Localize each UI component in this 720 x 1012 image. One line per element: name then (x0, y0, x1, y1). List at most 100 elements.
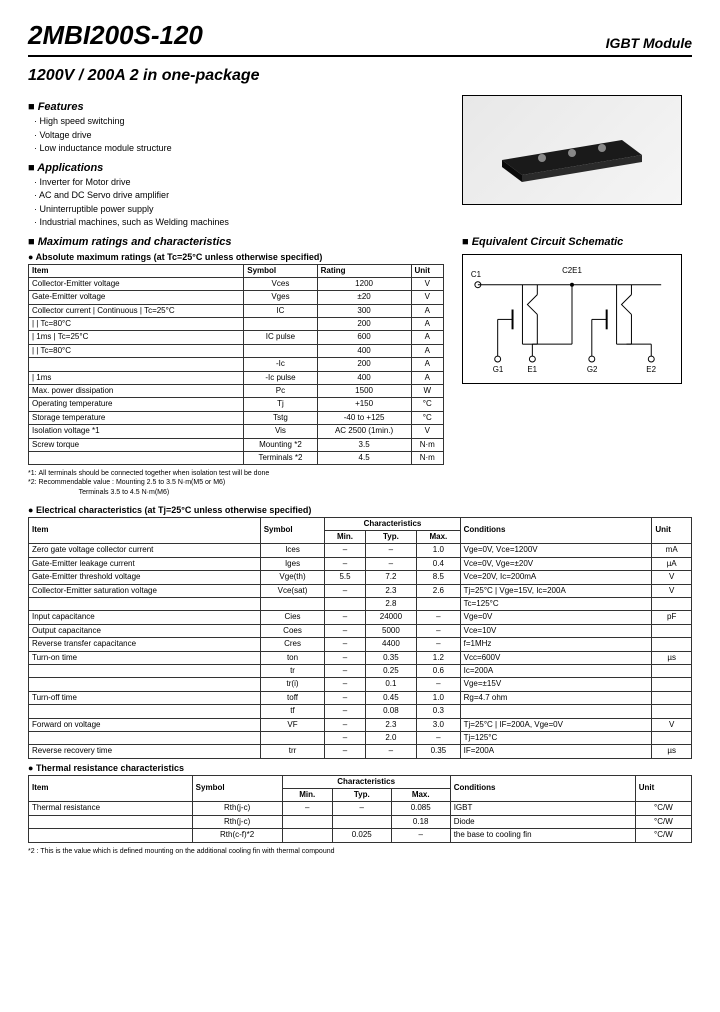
cell (29, 705, 261, 718)
cell: 1.0 (417, 544, 461, 557)
table-row: Gate-Emitter leakage currentIges––0.4Vce… (29, 557, 692, 570)
cell (652, 624, 692, 637)
cell: – (365, 745, 416, 758)
cell: V (411, 277, 443, 290)
cell: V (411, 425, 443, 438)
feature-item: Voltage drive (34, 129, 444, 143)
table-row: Gate-Emitter threshold voltageVge(th)5.5… (29, 571, 692, 584)
schematic-header: Equivalent Circuit Schematic (462, 236, 692, 248)
table-row: Input capacitanceCies–24000–Vge=0VpF (29, 611, 692, 624)
table-row: tr(i)–0.1–Vge=±15V (29, 678, 692, 691)
table-row: Rth(c-f)*20.025–the base to cooling fin°… (29, 829, 692, 842)
cell: Mounting *2 (244, 438, 317, 451)
svg-text:C1: C1 (471, 269, 482, 278)
cell: 2.3 (365, 718, 416, 731)
table-row: | | Tc=80°C200A (29, 318, 444, 331)
cell: Tc=125°C (460, 597, 652, 610)
cell: Vis (244, 425, 317, 438)
cell: Pc (244, 385, 317, 398)
cell: Cies (260, 611, 325, 624)
app-item: Inverter for Motor drive (34, 176, 444, 190)
cell: ton (260, 651, 325, 664)
cell: 400 (317, 371, 411, 384)
col-header: Max. (417, 531, 461, 544)
cell: IC pulse (244, 331, 317, 344)
cell: – (365, 544, 416, 557)
col-header: Symbol (244, 264, 317, 277)
cell: 4.5 (317, 451, 411, 464)
cell: A (411, 318, 443, 331)
cell: N·m (411, 438, 443, 451)
cell (29, 597, 261, 610)
cell: 0.25 (365, 664, 416, 677)
cell: – (325, 718, 365, 731)
table-row: Forward on voltageVF–2.33.0Tj=25°C | IF=… (29, 718, 692, 731)
cell: °C/W (635, 815, 691, 828)
cell (29, 451, 244, 464)
cell: 7.2 (365, 571, 416, 584)
cell: Ic=200A (460, 664, 652, 677)
cell: Reverse transfer capacitance (29, 638, 261, 651)
cell: – (282, 802, 332, 815)
cell: 5.5 (325, 571, 365, 584)
table-row: Zero gate voltage collector currentIces–… (29, 544, 692, 557)
elec-char-table: ItemSymbolCharacteristicsConditionsUnitM… (28, 517, 692, 759)
cell: toff (260, 691, 325, 704)
cell: Iges (260, 557, 325, 570)
col-header: Min. (325, 531, 365, 544)
cell: A (411, 304, 443, 317)
cell: 1.2 (417, 651, 461, 664)
cell: V (652, 584, 692, 597)
module-type: IGBT Module (606, 35, 692, 51)
cell: µA (652, 557, 692, 570)
cell: µs (652, 651, 692, 664)
cell: 0.08 (365, 705, 416, 718)
cell: 0.6 (417, 664, 461, 677)
cell: IC (244, 304, 317, 317)
cell: 0.18 (391, 815, 450, 828)
cell: Diode (450, 815, 635, 828)
cell: AC 2500 (1min.) (317, 425, 411, 438)
cell: Zero gate voltage collector current (29, 544, 261, 557)
cell: VF (260, 718, 325, 731)
thermal-table: ItemSymbolCharacteristicsConditionsUnitM… (28, 775, 692, 843)
col-header: Symbol (192, 775, 282, 802)
cell: 0.35 (417, 745, 461, 758)
table-row: Rth(j-c)0.18Diode°C/W (29, 815, 692, 828)
product-image (462, 95, 682, 205)
table-row: Terminals *24.5N·m (29, 451, 444, 464)
cell: -40 to +125 (317, 411, 411, 424)
footnote-2: *2 : This is the value which is defined … (28, 847, 692, 856)
cell: Vcc=600V (460, 651, 652, 664)
app-item: Industrial machines, such as Welding mac… (34, 216, 444, 230)
cell: Screw torque (29, 438, 244, 451)
cell: Coes (260, 624, 325, 637)
cell (325, 597, 365, 610)
table-row: Output capacitanceCoes–5000–Vce=10V (29, 624, 692, 637)
col-header: Rating (317, 264, 411, 277)
cell: °C (411, 398, 443, 411)
cell (244, 344, 317, 357)
app-item: Uninterruptible power supply (34, 203, 444, 217)
table-row: Reverse recovery timetrr––0.35IF=200Aµs (29, 745, 692, 758)
cell: Vge=0V (460, 611, 652, 624)
cell: – (391, 829, 450, 842)
cell: Vge=±15V (460, 678, 652, 691)
cell: Vce=10V (460, 624, 652, 637)
cell: Operating temperature (29, 398, 244, 411)
cell: Vce(sat) (260, 584, 325, 597)
table-row: Turn-on timeton–0.351.2Vcc=600Vµs (29, 651, 692, 664)
col-header: Min. (282, 789, 332, 802)
cell: Rth(c-f)*2 (192, 829, 282, 842)
cell: -Ic pulse (244, 371, 317, 384)
cell: -Ic (244, 358, 317, 371)
cell: °C/W (635, 802, 691, 815)
cell: – (325, 624, 365, 637)
cell: 300 (317, 304, 411, 317)
cell: – (325, 557, 365, 570)
cell: – (325, 584, 365, 597)
cell: N·m (411, 451, 443, 464)
cell: 24000 (365, 611, 416, 624)
cell: Forward on voltage (29, 718, 261, 731)
cell: – (325, 691, 365, 704)
